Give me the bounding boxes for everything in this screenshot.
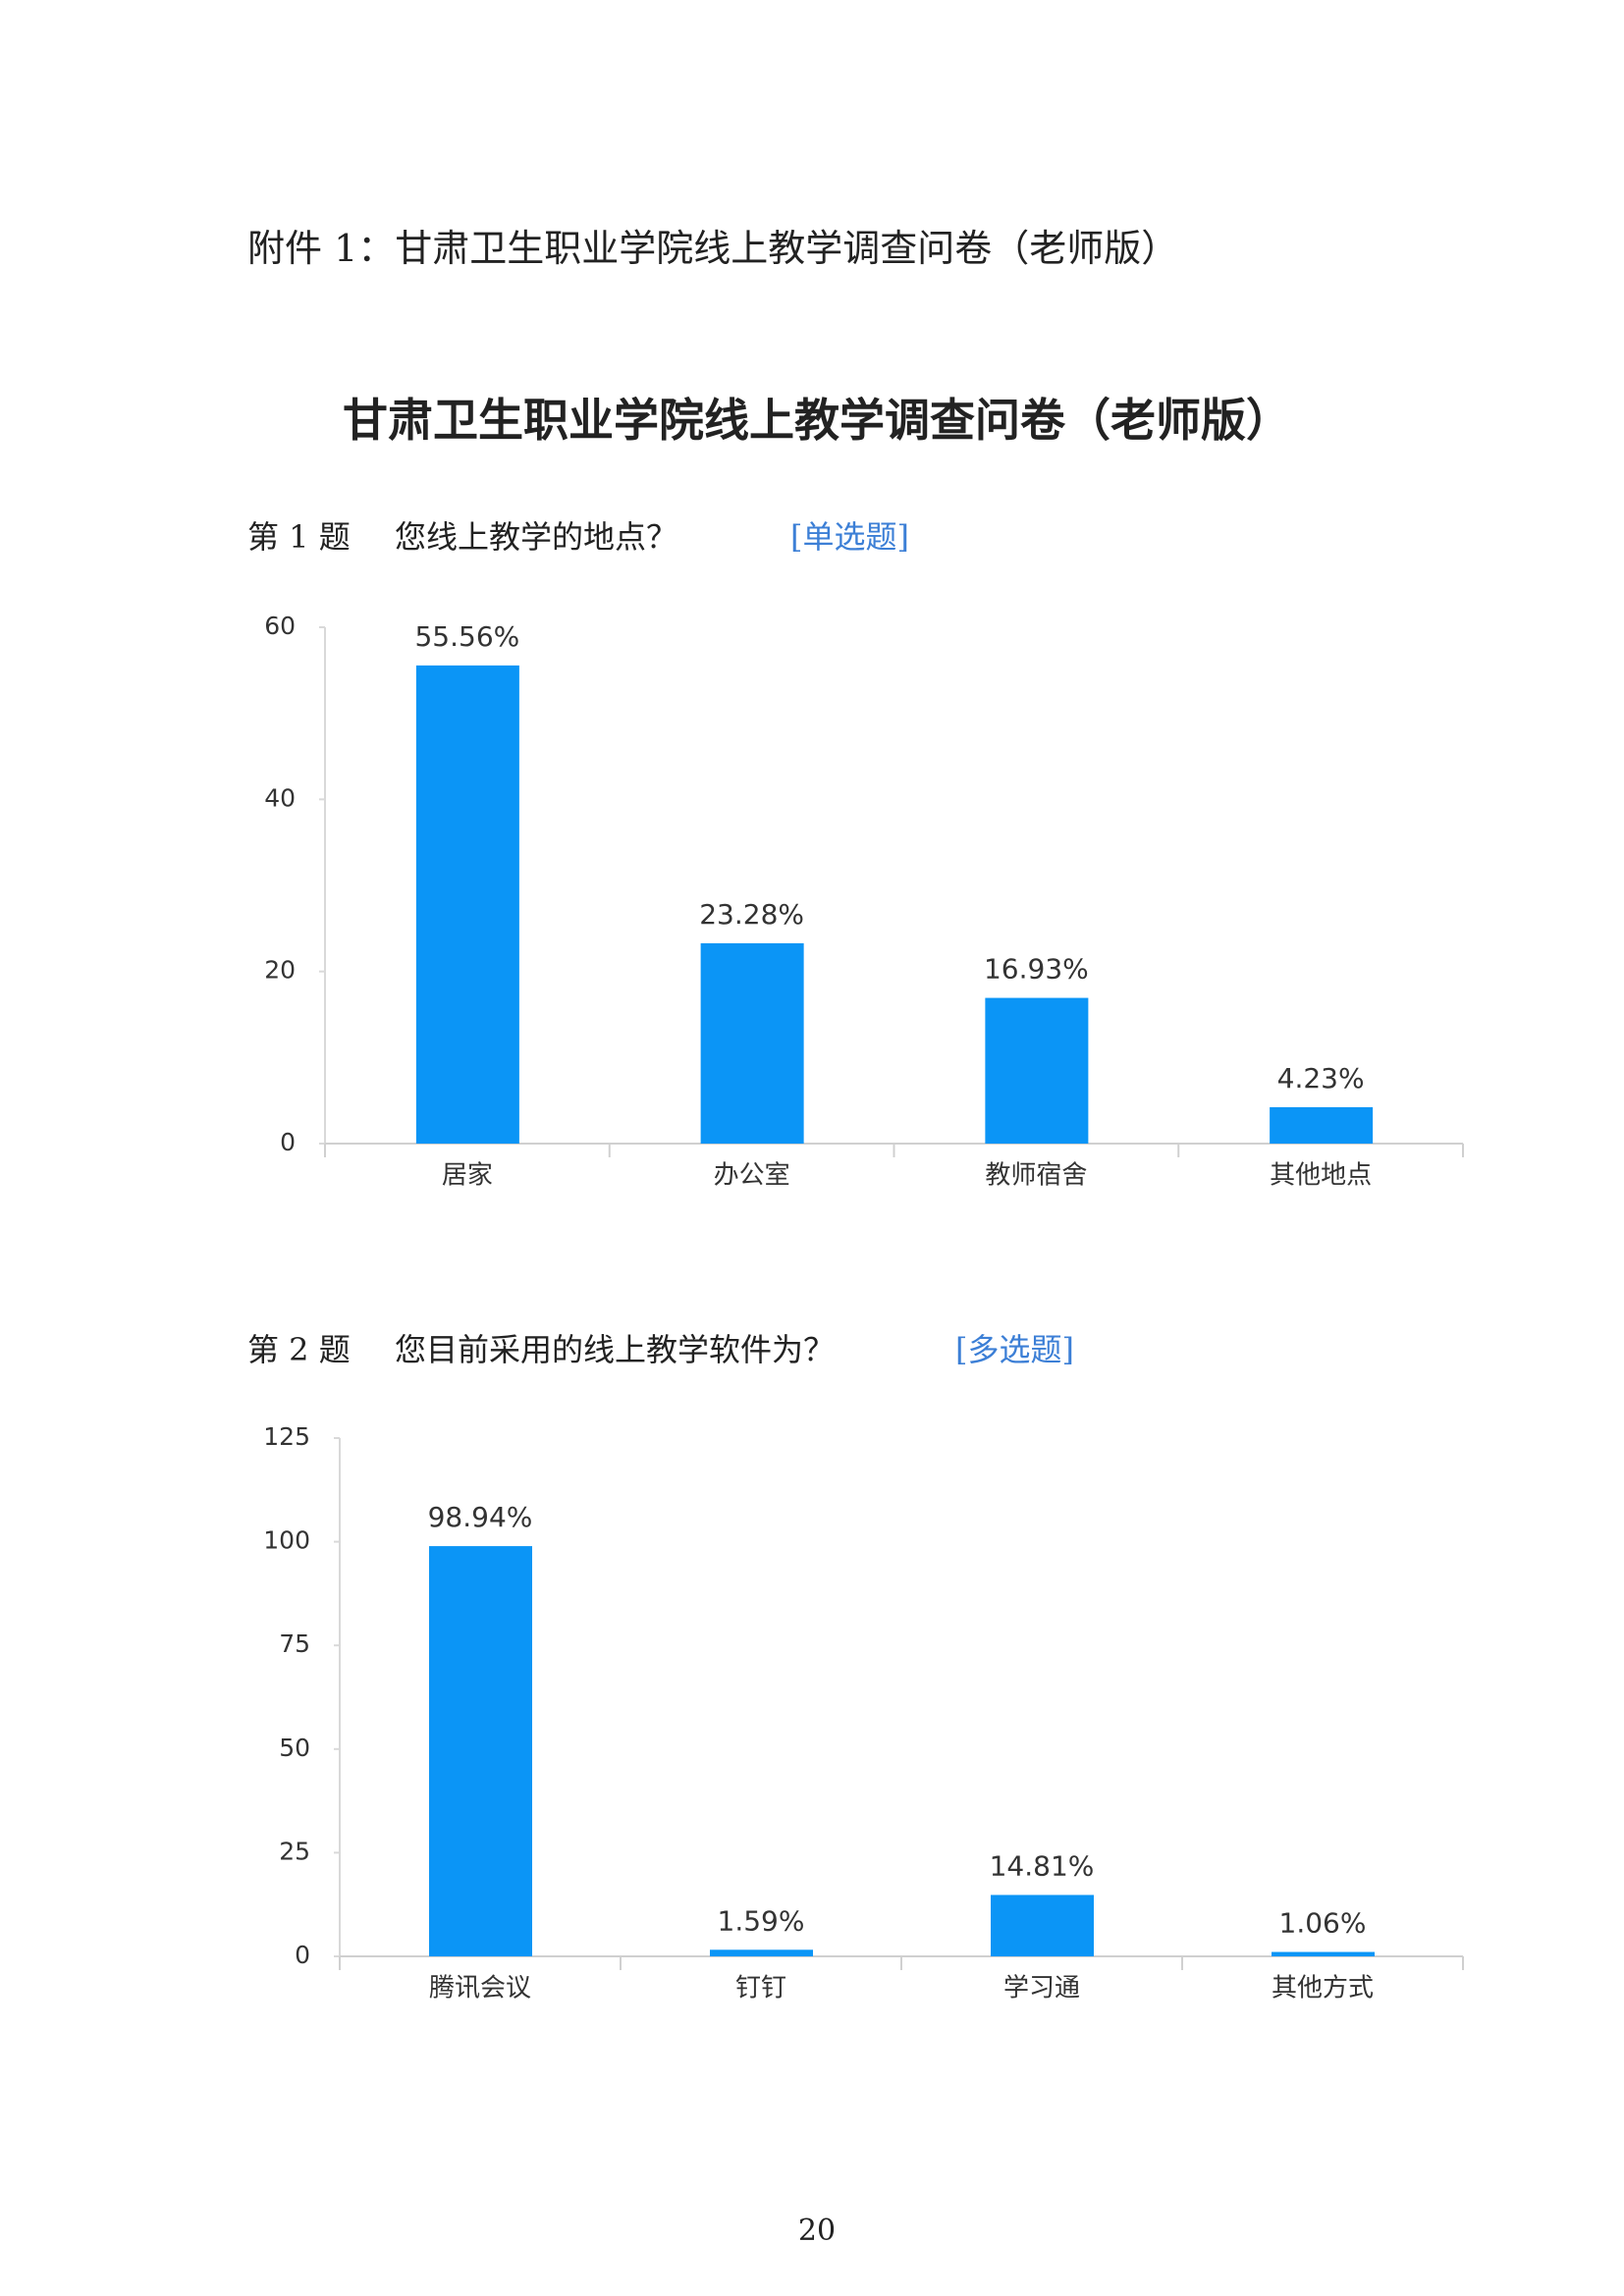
y-tick-label: 40	[264, 783, 296, 812]
question-number: 第 2 题	[247, 1331, 351, 1368]
header: 附件 1：甘肃卫生职业学院线上教学调查问卷（老师版）	[247, 227, 1179, 270]
value-label: 14.81%	[990, 1849, 1095, 1882]
value-label: 4.23%	[1277, 1062, 1365, 1095]
y-tick-label: 50	[279, 1734, 310, 1762]
x-tick-label: 腾讯会议	[429, 1974, 531, 2003]
x-tick-label: 教师宿舍	[985, 1161, 1087, 1191]
value-label: 55.56%	[414, 620, 519, 653]
value-label: 98.94%	[428, 1501, 533, 1533]
bar	[700, 942, 804, 1144]
y-tick-label: 20	[264, 956, 296, 985]
bar	[429, 1546, 532, 1956]
x-tick-label: 办公室	[714, 1161, 790, 1191]
x-tick-label: 学习通	[1003, 1974, 1080, 2003]
bar	[1270, 1106, 1374, 1144]
bar	[991, 1895, 1094, 1956]
bar	[415, 665, 519, 1144]
bar	[985, 997, 1089, 1144]
value-label: 1.06%	[1279, 1907, 1367, 1940]
x-tick-label: 钉钉	[735, 1974, 786, 2003]
y-tick-label: 0	[280, 1128, 296, 1156]
y-tick-label: 0	[295, 1941, 310, 1969]
question-kind: [单选题]	[790, 518, 909, 556]
question-text: 您目前采用的线上教学软件为？	[395, 1331, 836, 1368]
y-tick-label: 25	[279, 1837, 310, 1865]
question-number: 第 1 题	[247, 518, 351, 556]
question-text: 您线上教学的地点？	[395, 518, 678, 556]
y-tick-label: 125	[263, 1422, 310, 1451]
y-tick-label: 100	[263, 1526, 310, 1555]
value-label: 1.59%	[718, 1904, 805, 1937]
question-kind: [多选题]	[955, 1331, 1074, 1368]
x-tick-label: 其他方式	[1272, 1974, 1374, 2003]
y-tick-label: 60	[264, 612, 296, 640]
value-label: 16.93%	[984, 953, 1089, 986]
page-number: 20	[797, 2214, 837, 2248]
y-tick-label: 75	[279, 1629, 310, 1658]
x-tick-label: 居家	[442, 1161, 493, 1191]
value-label: 23.28%	[699, 898, 804, 931]
x-tick-label: 其他地点	[1270, 1161, 1372, 1191]
bar	[1272, 1951, 1375, 1956]
doc-title: 甘肃卫生职业学院线上教学调查问卷（老师版）	[343, 394, 1291, 447]
bar	[710, 1949, 813, 1956]
